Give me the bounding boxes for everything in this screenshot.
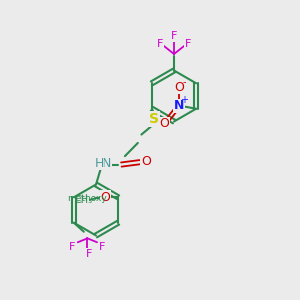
- Text: methoxy: methoxy: [67, 194, 106, 203]
- Text: -: -: [182, 77, 185, 87]
- Text: +: +: [180, 95, 188, 105]
- Text: O: O: [141, 155, 151, 168]
- Text: H: H: [94, 157, 104, 170]
- Text: F: F: [99, 242, 106, 252]
- Text: F: F: [69, 242, 76, 252]
- Text: N: N: [102, 157, 111, 170]
- Text: F: F: [185, 39, 191, 49]
- Text: S: S: [149, 112, 159, 126]
- Text: O: O: [100, 191, 110, 204]
- Text: F: F: [171, 31, 177, 41]
- Text: O: O: [159, 117, 169, 130]
- Text: N: N: [174, 99, 184, 112]
- Text: CH₃: CH₃: [75, 195, 93, 205]
- Text: F: F: [157, 39, 163, 49]
- Text: F: F: [86, 249, 92, 259]
- Text: O: O: [174, 81, 184, 94]
